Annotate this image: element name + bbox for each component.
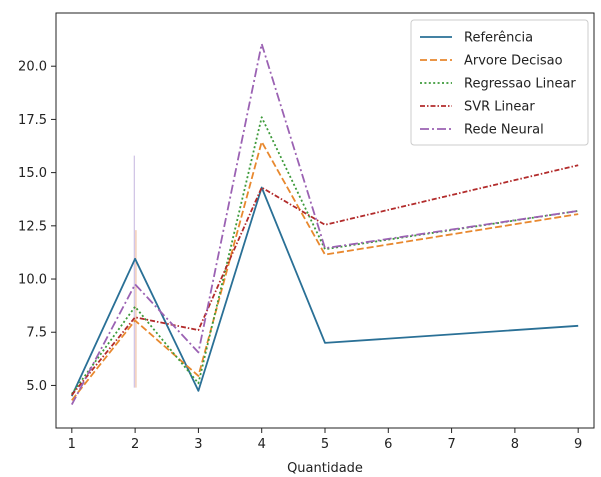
x-tick-label: 9: [574, 437, 582, 452]
x-tick-label: 1: [68, 437, 76, 452]
y-tick-label: 15.0: [18, 166, 47, 181]
x-tick-label: 2: [131, 437, 139, 452]
x-tick-label: 5: [321, 437, 329, 452]
legend-entry: Regressao Linear: [464, 77, 576, 92]
series-line-2: [72, 117, 578, 394]
x-axis-label: Quantidade: [287, 461, 363, 476]
error-band: [134, 156, 136, 388]
x-tick-label: 6: [384, 437, 392, 452]
y-tick-label: 12.5: [18, 219, 47, 234]
legend: Referência Arvore Decisao Regressao Linear…: [411, 20, 588, 145]
legend-entry: SVR Linear: [464, 100, 535, 115]
x-tick-label: 7: [447, 437, 455, 452]
x-tick-label: 4: [258, 437, 266, 452]
legend-entry: Referência: [464, 31, 533, 46]
series-line-3: [72, 165, 578, 395]
y-tick-label: 20.0: [18, 60, 47, 75]
x-tick-label: 3: [194, 437, 202, 452]
x-axis-ticks: 1 2 3 4 5 6 7 8 9: [68, 428, 583, 452]
y-tick-label: 10.0: [18, 273, 47, 288]
legend-entry: Arvore Decisao: [464, 54, 563, 69]
y-axis-ticks: 5.0 7.5 10.0 12.5 15.0 17.5 20.0: [18, 60, 56, 394]
y-tick-label: 5.0: [26, 379, 47, 394]
y-tick-label: 7.5: [26, 326, 47, 341]
series-line-0: [72, 188, 578, 397]
y-tick-label: 17.5: [18, 113, 47, 128]
series-line-1: [72, 142, 578, 401]
x-tick-label: 8: [511, 437, 519, 452]
legend-entry: Rede Neural: [464, 123, 544, 138]
